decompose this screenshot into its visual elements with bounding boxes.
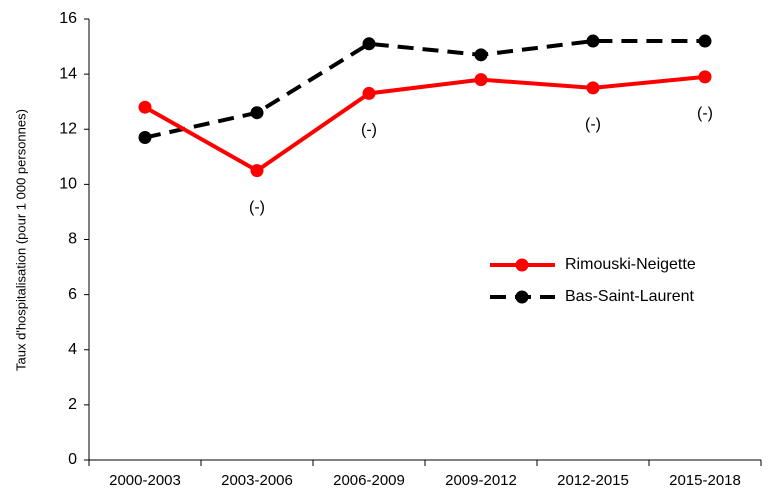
y-tick-label: 4 — [68, 341, 77, 358]
legend-label: Bas-Saint-Laurent — [565, 288, 695, 305]
y-tick-label: 2 — [68, 396, 77, 413]
point — [138, 131, 152, 145]
y-axis-label: Taux d'hospitalisation (pour 1 000 perso… — [13, 109, 28, 371]
x-tick-label: 2000-2003 — [109, 472, 181, 489]
point — [474, 48, 488, 62]
y-tick-label: 16 — [59, 10, 77, 27]
y-tick-label: 6 — [68, 286, 77, 303]
x-tick-label: 2003-2006 — [221, 472, 293, 489]
point — [362, 37, 376, 51]
point — [138, 100, 152, 114]
x-tick-label: 2015-2018 — [669, 472, 741, 489]
annotation: (-) — [697, 105, 713, 122]
point — [698, 34, 712, 48]
legend-label: Rimouski-Neigette — [565, 256, 696, 273]
legend-marker — [515, 290, 529, 304]
point — [362, 86, 376, 100]
y-tick-label: 0 — [68, 451, 77, 468]
point — [586, 81, 600, 95]
point — [698, 70, 712, 84]
x-tick-label: 2006-2009 — [333, 472, 405, 489]
annotation: (-) — [585, 116, 601, 133]
x-tick-label: 2012-2015 — [557, 472, 629, 489]
y-tick-label: 12 — [59, 120, 77, 137]
annotation: (-) — [249, 199, 265, 216]
y-tick-label: 10 — [59, 176, 77, 193]
point — [250, 164, 264, 178]
annotation: (-) — [361, 122, 377, 139]
series-line — [144, 74, 706, 173]
y-tick-label: 14 — [59, 65, 77, 82]
y-tick-label: 8 — [68, 231, 77, 248]
legend-marker — [515, 258, 529, 272]
point — [586, 34, 600, 48]
point — [250, 106, 264, 120]
x-tick-label: 2009-2012 — [445, 472, 517, 489]
point — [474, 73, 488, 87]
series-line — [144, 39, 705, 140]
